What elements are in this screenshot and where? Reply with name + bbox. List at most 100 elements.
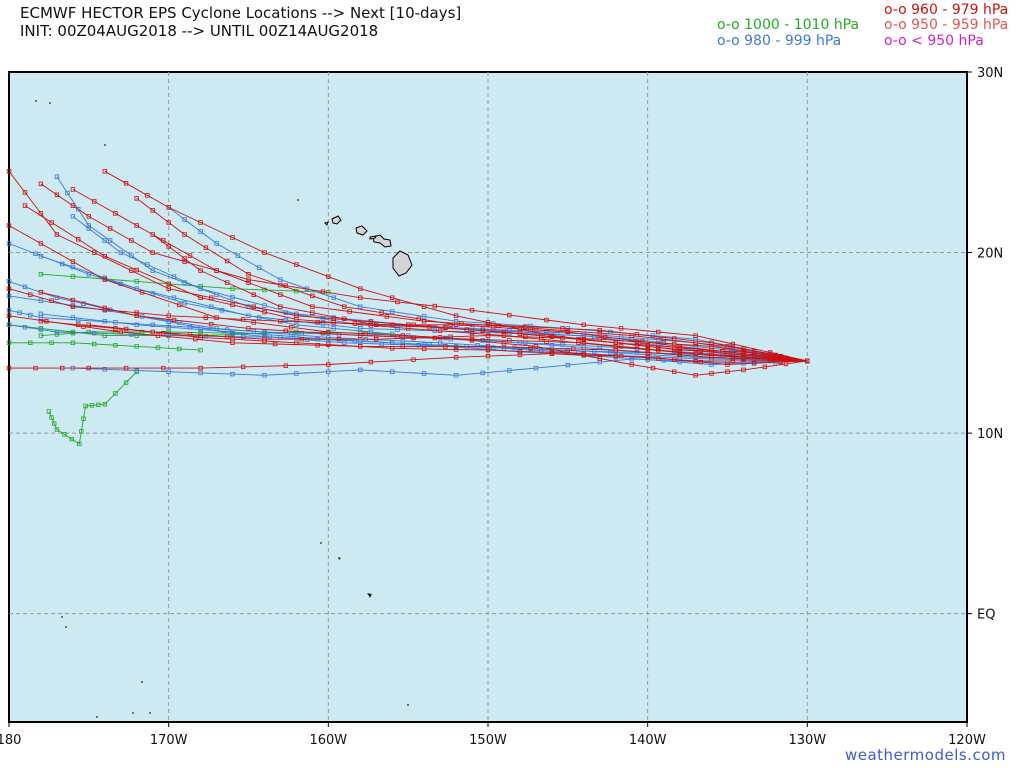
track-point (464, 327, 469, 332)
track-point (342, 340, 347, 345)
track-point (453, 355, 459, 360)
track-point (283, 328, 288, 333)
track-point (38, 318, 44, 324)
track-point (677, 352, 682, 358)
y-tick-label: 10N (977, 427, 1003, 442)
track-point (28, 292, 33, 297)
track-point (230, 336, 235, 342)
track-point (347, 309, 352, 314)
track-point (6, 340, 12, 345)
track-point (161, 365, 166, 371)
track-line (40, 273, 329, 293)
track-point (187, 253, 193, 258)
track-point (198, 229, 203, 234)
track-point (262, 287, 267, 293)
track-point (69, 436, 74, 442)
track-point (741, 349, 746, 354)
track-point (134, 310, 139, 315)
track-point (92, 330, 97, 336)
track-point (102, 401, 107, 407)
track-point (278, 277, 283, 282)
track-line (48, 371, 138, 445)
track-point (198, 330, 203, 335)
track-point (310, 310, 315, 315)
track-point (698, 359, 704, 365)
track-line (8, 324, 808, 362)
track-point (507, 338, 512, 343)
track-point (92, 250, 97, 255)
track-point (288, 324, 294, 330)
cyclone-track-red (150, 232, 810, 364)
track-point (214, 315, 219, 320)
track-point (6, 169, 12, 174)
track-point (389, 346, 395, 351)
track-point (92, 341, 97, 347)
track-point (294, 322, 299, 327)
track-point (453, 313, 459, 318)
cyclone-tracks (6, 169, 810, 447)
track-point (22, 203, 28, 208)
track-point (70, 259, 76, 264)
track-point (38, 241, 44, 246)
track-point (182, 300, 187, 306)
track-point (523, 324, 528, 329)
track-point (6, 279, 12, 284)
track-point (629, 356, 634, 362)
track-point (805, 358, 810, 364)
islet-10 (149, 712, 151, 714)
track-point (123, 326, 129, 332)
legend-950-959: o-o 950 - 959 hPa (884, 17, 1009, 33)
track-point (86, 226, 91, 231)
track-point (198, 335, 203, 340)
track-point (107, 226, 113, 231)
map-title: ECMWF HECTOR EPS Cyclone Locations --> N… (20, 4, 462, 22)
track-point (246, 277, 251, 282)
y-tick-label: EQ (977, 608, 995, 623)
track-point (208, 295, 214, 300)
track-point (294, 371, 299, 376)
track-point (448, 334, 453, 339)
track-point (400, 338, 405, 344)
track-point (134, 322, 139, 327)
track-point (86, 365, 91, 371)
track-point (77, 441, 82, 447)
track-point (161, 330, 166, 336)
track-point (278, 282, 283, 288)
track-point (741, 346, 746, 352)
hawaii-big-island (392, 250, 413, 277)
track-point (177, 346, 182, 352)
track-point (326, 369, 331, 374)
islet-12 (407, 704, 409, 706)
track-point (597, 336, 602, 342)
niihau-island (324, 221, 329, 226)
track-point (256, 265, 262, 270)
track-point (262, 303, 267, 308)
track-point (288, 332, 294, 337)
track-point (182, 232, 187, 237)
track-point (709, 353, 714, 358)
track-point (469, 330, 475, 336)
track-point (251, 304, 256, 309)
track-point (299, 336, 304, 342)
track-point (102, 277, 107, 282)
track-point (342, 316, 347, 321)
track-point (6, 365, 12, 371)
track-point (544, 317, 549, 323)
track-point (38, 311, 44, 317)
track-point (70, 340, 76, 345)
track-point (139, 290, 145, 295)
track-point (240, 334, 246, 339)
track-point (778, 359, 783, 365)
track-point (198, 286, 203, 291)
track-point (54, 329, 60, 335)
track-line (136, 198, 808, 362)
track-point (539, 336, 544, 342)
track-point (76, 206, 81, 212)
legend-lt-950: o-o < 950 hPa (884, 33, 984, 49)
track-point (565, 362, 570, 368)
track-point (310, 293, 315, 299)
track-point (571, 346, 576, 352)
track-line (24, 205, 808, 362)
track-point (528, 327, 533, 332)
